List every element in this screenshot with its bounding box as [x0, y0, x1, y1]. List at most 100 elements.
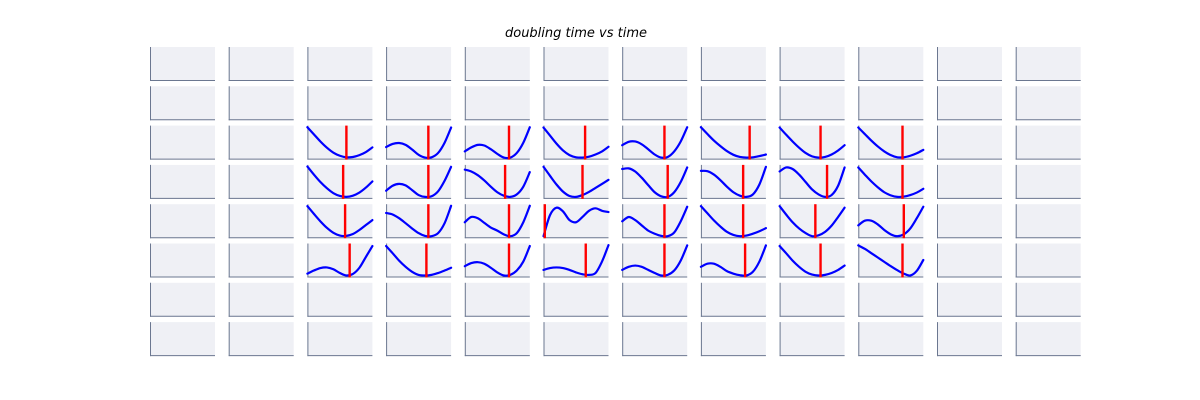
panel-r0-c6	[622, 47, 688, 81]
chart-title: doubling time vs time	[504, 26, 648, 41]
panel-r5-c6	[621, 243, 689, 278]
panel-r2-c3	[385, 125, 453, 160]
panel-background	[700, 322, 766, 357]
panel-background	[150, 47, 215, 81]
series-line	[385, 165, 453, 199]
series-line	[778, 126, 846, 159]
panel-r2-c9	[857, 125, 925, 160]
panel-r0-c1	[228, 47, 294, 81]
panel-r2-c2	[306, 125, 374, 160]
panel-r7-c10	[937, 322, 1002, 357]
panel-background	[858, 243, 924, 278]
panel-r3-c1	[228, 164, 294, 199]
panel-r4-c6	[621, 204, 689, 239]
series-line	[857, 244, 925, 277]
panel-r6-c10	[937, 282, 1002, 317]
panel-r7-c6	[622, 322, 688, 357]
panel-background	[779, 164, 845, 199]
panel-r5-c11	[1015, 243, 1081, 278]
series-line	[857, 166, 925, 199]
panel-r0-c10	[937, 47, 1002, 81]
panel-r7-c0	[150, 322, 215, 357]
panel-background	[1015, 322, 1081, 357]
panel-background	[228, 125, 294, 160]
panel-r4-c11	[1015, 204, 1081, 239]
panel-r0-c4	[464, 47, 530, 81]
panel-background	[1015, 282, 1081, 317]
panel-r7-c1	[228, 322, 294, 357]
panel-r3-c6	[621, 164, 689, 199]
panel-r4-c3	[385, 204, 453, 239]
panel-background	[543, 125, 609, 160]
panel-r1-c1	[228, 86, 294, 121]
panel-r0-c2	[307, 47, 373, 81]
panel-background	[150, 243, 215, 278]
series-line	[778, 205, 846, 238]
series-line	[621, 166, 689, 199]
panel-r5-c0	[150, 243, 215, 278]
panel-background	[307, 164, 373, 199]
series-line	[778, 166, 846, 199]
panel-r1-c0	[150, 86, 215, 121]
panel-r2-c8	[778, 125, 846, 160]
panel-r1-c9	[858, 86, 924, 121]
series-line	[306, 126, 374, 159]
panel-r5-c7	[699, 243, 767, 278]
panel-r0-c5	[543, 47, 609, 81]
panel-r6-c11	[1015, 282, 1081, 317]
panel-background	[150, 125, 215, 160]
series-line	[857, 126, 925, 159]
panel-background	[386, 322, 452, 357]
panel-r6-c2	[307, 282, 373, 317]
panel-r7-c2	[307, 322, 373, 357]
series-line	[778, 244, 846, 277]
series-line	[621, 205, 689, 238]
panel-r5-c3	[385, 243, 453, 278]
panel-background	[779, 86, 845, 121]
panel-r7-c5	[543, 322, 609, 357]
panel-background	[386, 47, 452, 81]
panel-background	[150, 282, 215, 317]
panel-background	[228, 204, 294, 239]
panel-background	[937, 243, 1002, 278]
panel-r6-c5	[543, 282, 609, 317]
panel-r7-c9	[858, 322, 924, 357]
series-line	[699, 205, 767, 238]
panel-r7-c8	[779, 322, 845, 357]
panel-r5-c8	[778, 243, 846, 278]
panel-r4-c5	[542, 204, 610, 239]
panel-background	[543, 86, 609, 121]
panel-background	[779, 125, 845, 160]
panel-background	[622, 322, 688, 357]
panel-r2-c1	[228, 125, 294, 160]
series-line	[621, 244, 689, 277]
panel-background	[543, 322, 609, 357]
panel-r7-c11	[1015, 322, 1081, 357]
series-line	[463, 126, 531, 160]
panel-background	[150, 322, 215, 357]
series-line	[542, 126, 610, 159]
panel-background	[1015, 243, 1081, 278]
panel-r0-c3	[386, 47, 452, 81]
panel-r4-c7	[699, 204, 767, 239]
panel-r5-c9	[857, 243, 925, 278]
panel-r2-c10	[937, 125, 1002, 160]
panel-background	[700, 47, 766, 81]
panel-background	[1015, 86, 1081, 121]
panel-background	[150, 204, 215, 239]
panel-r6-c9	[858, 282, 924, 317]
panel-background	[622, 282, 688, 317]
panel-background	[464, 204, 530, 239]
panel-background	[1015, 125, 1081, 160]
panel-r3-c0	[150, 164, 215, 199]
panel-background	[543, 47, 609, 81]
panel-background	[228, 164, 294, 199]
series-line	[699, 165, 767, 199]
panel-background	[386, 164, 452, 199]
panel-r6-c3	[386, 282, 452, 317]
panel-background	[700, 164, 766, 199]
panel-r4-c9	[857, 204, 925, 239]
panel-r3-c11	[1015, 164, 1081, 199]
panel-r5-c1	[228, 243, 294, 278]
panel-background	[937, 125, 1002, 160]
